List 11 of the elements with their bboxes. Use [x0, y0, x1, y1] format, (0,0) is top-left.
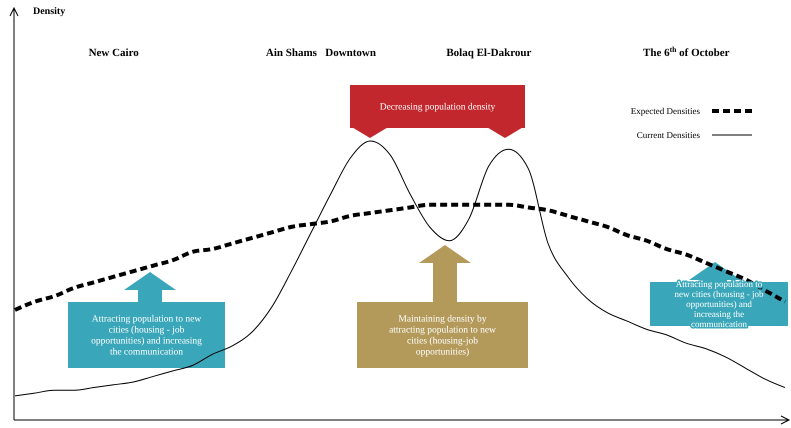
text: Decreasing population density — [380, 102, 496, 112]
legend-label: Current Densities — [636, 130, 700, 140]
x-tick-label: Bolaq El-Dakrour — [446, 47, 532, 59]
x-tick-label: Downtown — [325, 47, 376, 59]
legend-label: Expected Densities — [630, 106, 700, 116]
x-tick-label: Ain Shams — [266, 47, 318, 59]
x-tick-label: New Cairo — [88, 47, 140, 59]
x-tick-label: The 6$^{th}$ of October — [642, 44, 730, 59]
annotation: Attracting population to new cities (housing - job opportunities) and increasing the communication — [91, 314, 202, 358]
y-axis-title: Density — [33, 6, 66, 17]
annotation: Maintaining density by attracting population to new cities (housing-job opportunities) — [389, 314, 496, 358]
